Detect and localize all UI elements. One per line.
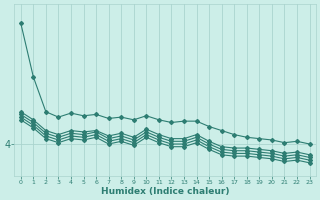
- X-axis label: Humidex (Indice chaleur): Humidex (Indice chaleur): [101, 187, 229, 196]
